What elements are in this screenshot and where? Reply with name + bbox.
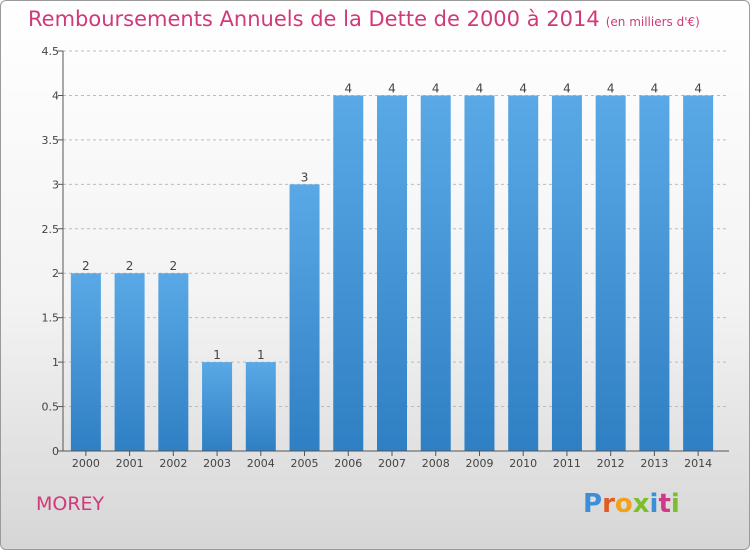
bar-2009 bbox=[464, 95, 495, 451]
proxiti-logo: Proxiti bbox=[583, 489, 680, 519]
axes bbox=[62, 51, 729, 452]
y-axis-ticks: 0 0.5 1 1.5 2 2.5 3 3.5 4 4.5 bbox=[42, 45, 63, 458]
x-tick-label: 2002 bbox=[159, 457, 187, 470]
x-tick-label: 2012 bbox=[597, 457, 625, 470]
logo-letter: x bbox=[632, 489, 650, 519]
y-tick-label: 4.5 bbox=[42, 45, 60, 58]
bar-2006 bbox=[333, 95, 364, 451]
data-label: 2 bbox=[126, 259, 134, 273]
bar-2014 bbox=[683, 95, 714, 451]
y-tick-label: 0 bbox=[52, 445, 59, 458]
data-label: 1 bbox=[257, 348, 265, 362]
town-name: MOREY bbox=[36, 493, 105, 515]
x-axis-ticks: 2000 2001 2002 2003 2004 2005 2006 2007 2008 2009… bbox=[72, 451, 712, 470]
data-label: 4 bbox=[388, 81, 396, 95]
x-tick-label: 2003 bbox=[203, 457, 231, 470]
data-label: 2 bbox=[170, 259, 178, 273]
logo-letter: t bbox=[658, 489, 671, 519]
bar-2010 bbox=[508, 95, 539, 451]
data-label: 4 bbox=[694, 81, 702, 95]
bar-2012 bbox=[595, 95, 626, 451]
x-tick-label: 2014 bbox=[684, 457, 712, 470]
x-tick-label: 2007 bbox=[378, 457, 406, 470]
logo-letter: i bbox=[649, 489, 659, 519]
bar-2008 bbox=[420, 95, 451, 451]
x-tick-label: 2005 bbox=[291, 457, 319, 470]
bar-2013 bbox=[639, 95, 670, 451]
x-tick-label: 2013 bbox=[640, 457, 668, 470]
chart-title: Remboursements Annuels de la Dette de 20… bbox=[28, 7, 700, 31]
data-label: 2 bbox=[82, 259, 90, 273]
x-tick-label: 2006 bbox=[334, 457, 362, 470]
bar-2002 bbox=[158, 273, 189, 451]
x-tick-label: 2009 bbox=[465, 457, 493, 470]
x-tick-label: 2010 bbox=[509, 457, 537, 470]
data-label: 4 bbox=[607, 81, 615, 95]
logo-letter: P bbox=[583, 489, 603, 519]
x-tick-label: 2008 bbox=[422, 457, 450, 470]
data-labels: 2 2 2 1 1 3 4 4 4 4 4 4 4 4 4 bbox=[82, 81, 702, 362]
data-label: 4 bbox=[476, 81, 484, 95]
data-label: 4 bbox=[563, 81, 571, 95]
x-tick-label: 2001 bbox=[116, 457, 144, 470]
chart-unit: (en milliers d'€) bbox=[605, 15, 700, 29]
bar-2004 bbox=[245, 362, 276, 451]
x-tick-label: 2004 bbox=[247, 457, 275, 470]
bar-2011 bbox=[551, 95, 582, 451]
data-label: 1 bbox=[213, 348, 221, 362]
data-label: 3 bbox=[301, 170, 309, 184]
y-tick-label: 1 bbox=[52, 356, 59, 369]
bar-2003 bbox=[202, 362, 233, 451]
bar-2007 bbox=[377, 95, 407, 451]
bar-2005 bbox=[289, 184, 320, 452]
bars bbox=[70, 95, 714, 452]
y-tick-label: 0.5 bbox=[42, 401, 60, 414]
x-tick-label: 2011 bbox=[553, 457, 581, 470]
chart-title-text: Remboursements Annuels de la Dette de 20… bbox=[28, 7, 600, 31]
y-tick-label: 3 bbox=[52, 178, 59, 191]
logo-letter: r bbox=[602, 489, 615, 519]
logo-letter: i bbox=[670, 489, 680, 519]
y-tick-label: 2.5 bbox=[42, 223, 60, 236]
data-label: 4 bbox=[344, 81, 352, 95]
data-label: 4 bbox=[432, 81, 440, 95]
data-label: 4 bbox=[651, 81, 659, 95]
y-tick-label: 4 bbox=[52, 89, 59, 102]
logo-letter: o bbox=[614, 489, 633, 519]
y-tick-label: 2 bbox=[52, 267, 59, 280]
y-tick-label: 1.5 bbox=[42, 312, 60, 325]
y-tick-label: 3.5 bbox=[42, 134, 60, 147]
bar-2000 bbox=[70, 273, 101, 451]
data-label: 4 bbox=[519, 81, 527, 95]
x-tick-label: 2000 bbox=[72, 457, 100, 470]
bar-2001 bbox=[114, 273, 145, 451]
